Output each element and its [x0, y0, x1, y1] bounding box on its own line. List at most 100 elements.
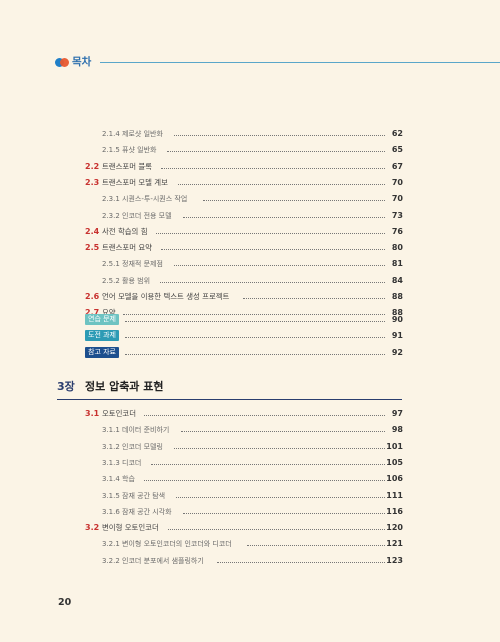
toc-badge-label: 도전 과제	[85, 330, 119, 342]
toc-leader-dots	[173, 265, 385, 267]
toc-entry-page: 62	[391, 129, 403, 138]
toc-leader-dots	[183, 512, 385, 514]
toc-leader-dots	[247, 545, 385, 547]
toc-entry-label: 언어 모델을 이용한 텍스트 생성 프로젝트	[102, 292, 230, 301]
toc-leader-dots	[160, 281, 385, 283]
toc-leader-dots	[122, 314, 385, 316]
toc-entry-page: 106	[386, 474, 403, 484]
toc-entry-page: 70	[391, 194, 403, 204]
toc-entry-page: 65	[391, 145, 403, 155]
toc-entry[interactable]: 3.1.3 디코더 105	[0, 456, 500, 470]
toc-entry[interactable]: 3.2 변이형 오토인코더 120	[0, 521, 500, 535]
header-rule	[100, 62, 500, 63]
toc-entry-label: 변이형 오토인코더	[102, 523, 159, 533]
toc-entry-page: 111	[386, 490, 403, 500]
toc-entry-label: 2.3.2 인코더 전용 모델	[102, 211, 172, 220]
toc-entry[interactable]: 2.5 트랜스포머 요약 80	[0, 241, 500, 255]
toc-entry-page: 76	[391, 226, 403, 236]
toc-entry[interactable]: 3.2.2 인코더 분포에서 샘플링하기 123	[0, 554, 500, 568]
toc-leader-dots	[173, 135, 385, 136]
toc-leader-dots	[243, 298, 385, 299]
toc-entry-page: 81	[391, 259, 403, 269]
toc-leader-dots	[168, 529, 385, 531]
toc-entry[interactable]: 3.1.5 잠재 공간 탐색 111	[0, 489, 500, 503]
toc-badge-label: 연습 문제	[85, 314, 119, 325]
toc-entry-page: 121	[386, 539, 403, 549]
toc-entry-label: 3.1.3 디코더	[102, 458, 142, 467]
toc-entry[interactable]: 2.7 요약 88	[0, 306, 500, 320]
toc-entry[interactable]: 2.2 트랜스포머 블록 67	[0, 160, 500, 174]
toc-entry-number: 3.2	[85, 523, 100, 533]
toc-entry-page: 91	[391, 331, 403, 341]
toc-entry[interactable]: 2.6 언어 모델을 이용한 텍스트 생성 프로젝트 88	[0, 290, 500, 304]
chapter-heading: 3장 정보 압축과 표현	[57, 378, 402, 400]
toc-leader-dots	[167, 151, 385, 153]
toc-entry[interactable]: 3.1.4 학습 106	[0, 472, 500, 486]
toc-entry-page: 123	[386, 555, 403, 565]
toc-entry-label: 트랜스포머 요약	[102, 243, 152, 253]
toc-header: 목차	[55, 56, 500, 70]
toc-entry[interactable]: 3.2.1 변이형 오토인코더의 인코더와 디코더 121	[0, 537, 500, 551]
toc-entry-page: 80	[391, 243, 403, 253]
toc-leader-dots	[180, 431, 385, 433]
toc-entry[interactable]: 2.5.1 정재적 문제점 81	[0, 257, 500, 271]
toc-leader-dots	[125, 353, 385, 355]
toc-entry-label: 요약	[102, 308, 116, 318]
chapter-number: 3장	[57, 380, 75, 393]
toc-leader-dots	[144, 480, 385, 482]
toc-entry[interactable]: 2.3.1 시퀀스-투-시퀀스 작업 70	[0, 192, 500, 206]
toc-entry-label: 3.2.2 인코더 분포에서 샘플링하기	[102, 556, 204, 565]
toc-entry-label: 트랜스포머 블록	[102, 161, 152, 171]
toc-entry-number: 2.5	[85, 243, 100, 253]
toc-entry-label: 2.5.2 활용 범위	[102, 276, 151, 285]
toc-entry-label: 3.2.1 변이형 오토인코더의 인코더와 디코더	[102, 540, 232, 549]
toc-entry[interactable]: 2.3 트랜스포머 모델 계보 70	[0, 176, 500, 190]
toc-leader-dots	[144, 415, 385, 416]
toc-entry[interactable]: 2.1.4 제로샷 일반화 62	[0, 127, 500, 141]
toc-entry-page: 98	[391, 425, 403, 435]
toc-entry-badge[interactable]: 연습 문제 90	[0, 313, 500, 327]
toc-leader-dots	[156, 232, 385, 234]
toc-entry-label: 3.1.2 인코더 모델링	[102, 442, 163, 451]
toc-entry-page: 101	[386, 441, 403, 451]
toc-leader-dots	[173, 447, 385, 449]
toc-entry-page: 92	[391, 347, 403, 357]
toc-entry-label: 3.1.1 데이터 준비하기	[102, 426, 170, 435]
header-title: 목차	[72, 56, 92, 68]
page-number: 20	[58, 597, 72, 608]
toc-leader-dots	[125, 337, 385, 339]
toc-entry[interactable]: 2.4 사전 학습의 힘 76	[0, 225, 500, 239]
toc-leader-dots	[125, 321, 385, 322]
toc-entry[interactable]: 2.1.5 퓨샷 일반화 65	[0, 143, 500, 157]
toc-entry-label: 사전 학습의 힘	[102, 226, 148, 236]
toc-entry-label: 3.1.4 학습	[102, 475, 135, 484]
toc-entry-label: 트랜스포머 모델 계보	[102, 177, 168, 187]
toc-entry-label: 2.1.4 제로샷 일반화	[102, 130, 163, 138]
toc-entry[interactable]: 3.1.1 데이터 준비하기 98	[0, 423, 500, 437]
toc-entry-label: 3.1.5 잠재 공간 탐색	[102, 491, 166, 500]
toc-leader-dots	[161, 249, 385, 251]
toc-entry-page: 116	[386, 506, 403, 516]
toc-entry-page: 105	[386, 457, 403, 467]
toc-entry-page: 90	[391, 315, 403, 324]
toc-entry-number: 2.2	[85, 161, 100, 171]
toc-entry[interactable]: 2.3.2 인코더 전용 모델 73	[0, 209, 500, 223]
toc-entry-label: 2.3.1 시퀀스-투-시퀀스 작업	[102, 195, 188, 204]
toc-entry[interactable]: 3.1.2 인코더 모델링 101	[0, 440, 500, 454]
toc-entry-badge[interactable]: 참고 자료 92	[0, 346, 500, 360]
toc-entry-label: 오토인코더	[102, 409, 136, 418]
toc-leader-dots	[202, 200, 385, 202]
toc-entry-page: 88	[391, 308, 403, 318]
toc-entry[interactable]: 3.1 오토인코더 97	[0, 407, 500, 421]
toc-entry[interactable]: 2.5.2 활용 범위 84	[0, 274, 500, 288]
toc-entry-page: 120	[386, 523, 403, 533]
header-dots-icon	[55, 58, 69, 67]
toc-entry[interactable]: 3.1.6 잠재 공간 시각화 116	[0, 505, 500, 519]
toc-entry-label: 2.5.1 정재적 문제점	[102, 260, 163, 269]
toc-entry-number: 2.7	[85, 308, 100, 318]
chapter-rule	[57, 399, 402, 400]
toc-badge-label: 참고 자료	[85, 346, 119, 358]
toc-entry-page: 70	[391, 177, 403, 187]
toc-entry-badge[interactable]: 도전 과제 91	[0, 329, 500, 343]
toc-entry-label: 2.1.5 퓨샷 일반화	[102, 146, 157, 155]
